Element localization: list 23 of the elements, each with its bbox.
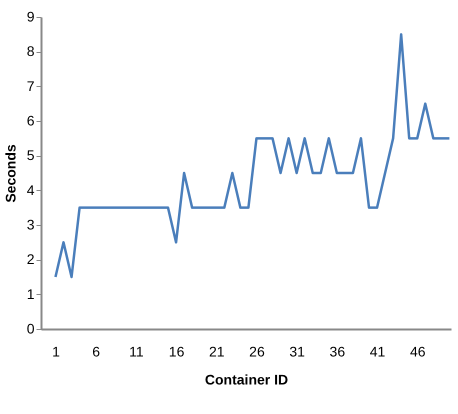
y-tick-label: 4 xyxy=(26,182,35,198)
x-axis-title: Container ID xyxy=(204,372,288,388)
x-tick-label: 1 xyxy=(52,344,60,360)
y-tick-label: 3 xyxy=(26,216,35,232)
x-tick-label: 11 xyxy=(129,344,144,360)
y-tick-label: 9 xyxy=(26,8,35,24)
y-tick-label: 5 xyxy=(26,147,35,164)
x-tick-label: 41 xyxy=(370,344,386,360)
y-tick-label: 6 xyxy=(26,112,35,128)
y-axis-title: Seconds xyxy=(2,144,19,203)
y-tick-label: 2 xyxy=(26,251,35,268)
x-tick-label: 26 xyxy=(249,344,265,360)
x-tick-label: 36 xyxy=(330,344,346,360)
x-tick-label: 6 xyxy=(92,344,100,360)
y-tick-label: 8 xyxy=(26,43,35,60)
y-tick-label: 0 xyxy=(26,320,35,336)
line-series xyxy=(54,33,451,278)
x-tick-label: 21 xyxy=(208,344,225,360)
y-tick-label: 1 xyxy=(26,286,35,302)
x-tick-label: 16 xyxy=(168,344,185,360)
x-tick-label: 31 xyxy=(289,344,306,360)
x-tick-label: 46 xyxy=(410,344,426,360)
y-tick-label: 7 xyxy=(26,78,35,94)
